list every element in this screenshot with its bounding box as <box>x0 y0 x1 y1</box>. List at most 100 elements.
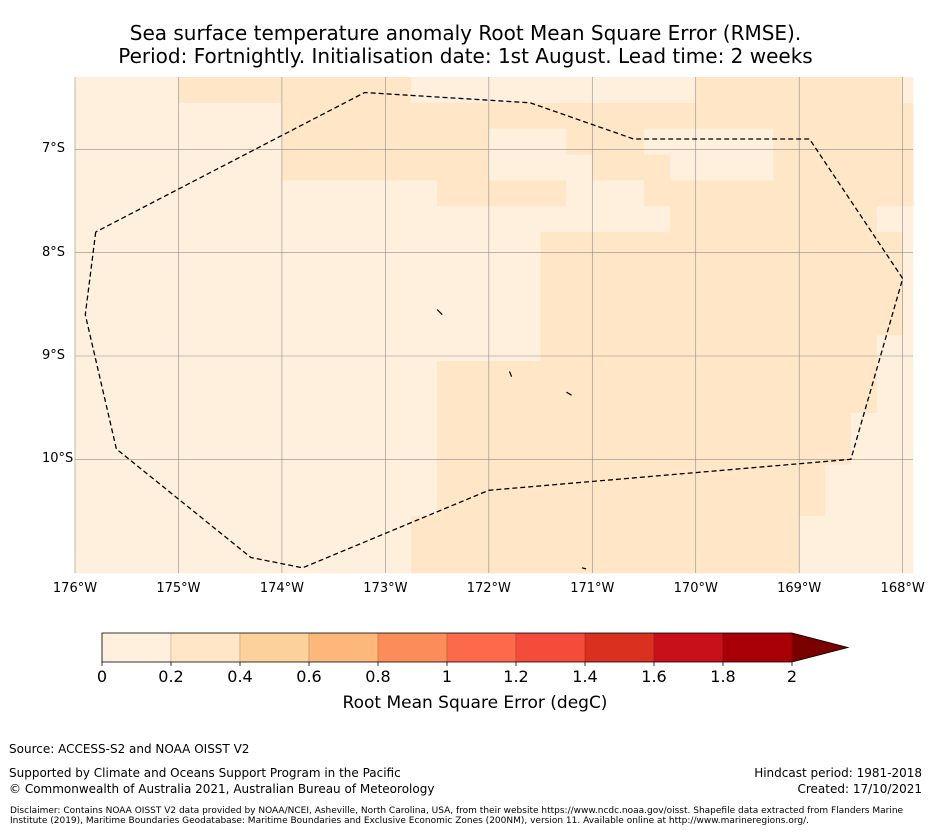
rmse-cell <box>799 232 826 259</box>
rmse-cell <box>592 154 619 181</box>
rmse-cell <box>747 412 774 440</box>
rmse-cell <box>540 128 567 155</box>
rmse-cell <box>126 102 153 130</box>
rmse-cell <box>359 464 386 491</box>
rmse-cell <box>747 490 774 517</box>
rmse-cell <box>256 257 283 285</box>
rmse-cell <box>644 412 671 440</box>
rmse-cell <box>100 154 128 181</box>
islands <box>436 309 587 570</box>
rmse-cell <box>773 283 800 310</box>
created-date-text: Created: 17/10/2021 <box>797 782 922 796</box>
rmse-cell <box>256 154 283 181</box>
rmse-cell <box>437 102 464 130</box>
rmse-cell <box>488 438 516 465</box>
rmse-cell <box>902 257 914 285</box>
rmse-cell <box>799 309 826 336</box>
copyright-text: © Commonwealth of Australia 2021, Austra… <box>9 782 435 796</box>
rmse-cell <box>825 283 852 310</box>
rmse-cell <box>695 309 722 336</box>
rmse-cell <box>178 412 205 440</box>
rmse-cell <box>876 542 904 569</box>
rmse-cell <box>230 361 257 388</box>
rmse-cell <box>644 361 671 388</box>
rmse-cell <box>178 542 205 569</box>
rmse-cell <box>462 180 490 207</box>
rmse-cell <box>204 283 231 310</box>
rmse-cell <box>359 206 386 233</box>
rmse-cell <box>721 77 748 104</box>
rmse-cell <box>850 542 878 569</box>
rmse-cell <box>462 154 490 181</box>
rmse-cell <box>126 464 153 491</box>
rmse-cell <box>850 180 878 207</box>
colorbar-tick-label: 1.8 <box>710 667 736 686</box>
rmse-cell <box>618 361 645 388</box>
rmse-cell <box>902 567 914 574</box>
latitude-tick-label: 10°S <box>42 451 74 467</box>
rmse-cell <box>902 438 914 465</box>
rmse-cell <box>204 490 231 517</box>
rmse-cell <box>230 283 257 310</box>
colorbar-segment <box>308 632 379 663</box>
colorbar-segment <box>722 632 793 663</box>
rmse-cell <box>669 516 697 543</box>
rmse-cell <box>307 128 335 155</box>
rmse-cell <box>695 516 722 543</box>
rmse-cell <box>773 309 800 336</box>
rmse-cell <box>514 257 541 285</box>
rmse-cell <box>385 412 412 440</box>
rmse-cell <box>773 102 800 130</box>
rmse-cell <box>100 257 128 285</box>
colorbar-segment <box>239 632 310 663</box>
rmse-cell <box>462 283 490 310</box>
rmse-cell <box>178 154 205 181</box>
rmse-cell <box>152 335 179 362</box>
rmse-cell <box>850 335 878 362</box>
colorbar-segment <box>515 632 586 663</box>
rmse-cell <box>230 154 257 181</box>
rmse-cell <box>773 361 800 388</box>
rmse-cell <box>204 257 231 285</box>
island <box>508 371 513 377</box>
rmse-cell <box>488 206 516 233</box>
colorbar-tick-label: 0.2 <box>158 667 184 686</box>
supported-by-text: Supported by Climate and Oceans Support … <box>9 766 401 780</box>
rmse-cell <box>178 567 205 574</box>
rmse-cell <box>256 490 283 517</box>
rmse-cell <box>669 77 697 104</box>
rmse-cell <box>307 412 335 440</box>
rmse-cell <box>100 309 128 336</box>
rmse-cell <box>152 206 179 233</box>
rmse-cell <box>592 128 619 155</box>
rmse-cell <box>644 102 671 130</box>
colorbar-tick-label: 0.6 <box>296 667 322 686</box>
rmse-cell <box>850 567 878 574</box>
rmse-cell <box>902 361 914 388</box>
rmse-cell <box>152 232 179 259</box>
rmse-cell <box>695 283 722 310</box>
rmse-cell <box>281 77 309 104</box>
rmse-cell <box>540 542 567 569</box>
rmse-cell <box>695 490 722 517</box>
rmse-cell <box>152 516 179 543</box>
rmse-cell <box>230 516 257 543</box>
rmse-cell <box>411 516 438 543</box>
rmse-cell <box>281 257 309 285</box>
rmse-cell <box>462 128 490 155</box>
rmse-cell <box>437 361 464 388</box>
rmse-cell <box>876 180 904 207</box>
rmse-cell <box>773 128 800 155</box>
rmse-cell <box>618 516 645 543</box>
rmse-cell <box>514 309 541 336</box>
rmse-cell <box>256 309 283 336</box>
rmse-cell <box>618 257 645 285</box>
rmse-cell <box>100 180 128 207</box>
rmse-cell <box>695 412 722 440</box>
rmse-cell <box>799 283 826 310</box>
rmse-cell <box>566 464 593 491</box>
rmse-cell <box>411 464 438 491</box>
rmse-cell <box>799 438 826 465</box>
rmse-cell <box>256 412 283 440</box>
rmse-cell <box>514 516 541 543</box>
